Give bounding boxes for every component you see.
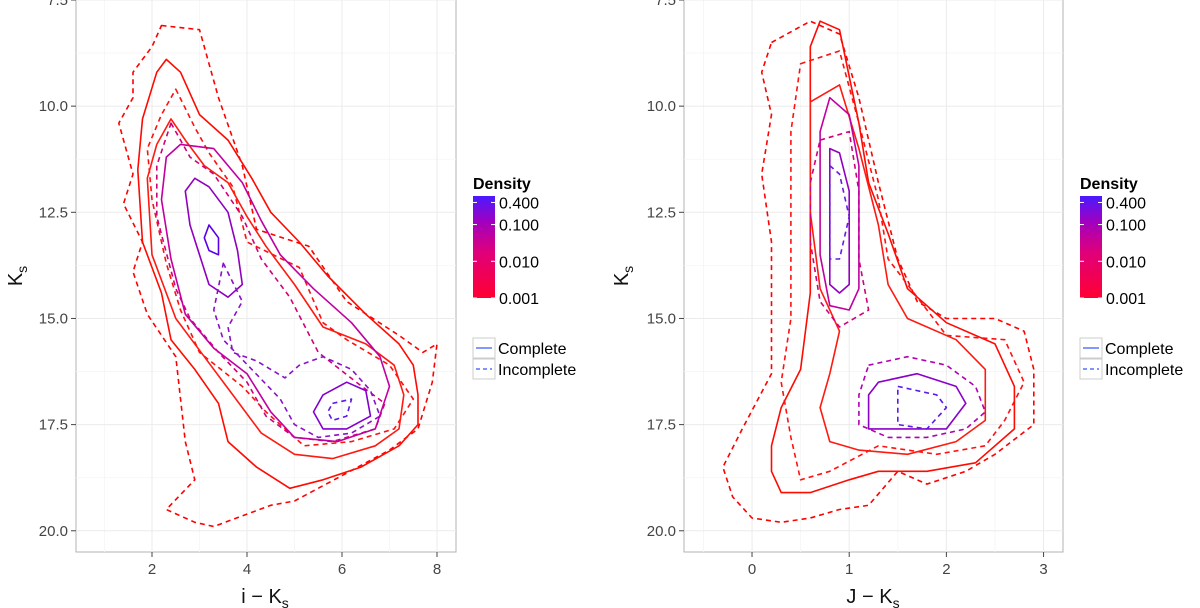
left-legend-label-incomplete: Incomplete xyxy=(498,362,576,379)
left-y-tick-label: 15.0 xyxy=(39,310,68,327)
left-contour-incomplete-2 xyxy=(146,88,415,447)
right-y-axis: 7.5 10.0 12.5 15.0 17.5 20.0 xyxy=(647,0,684,540)
left-contour-incomplete-7 xyxy=(213,262,381,439)
left-contour-complete-9 xyxy=(203,224,220,256)
left-density-legend-title: Density xyxy=(473,176,531,193)
left-y-tick-label: 10.0 xyxy=(39,98,68,115)
left-density-legend: Density 0.400 0.100 0.010 0.001 xyxy=(473,176,539,308)
right-density-label: 0.001 xyxy=(1106,291,1146,308)
left-legend-label-complete: Complete xyxy=(498,341,567,358)
left-y-axis-title: Ks xyxy=(5,266,30,286)
left-x-tick-label: 8 xyxy=(433,561,441,578)
left-contours xyxy=(118,24,438,528)
right-contours xyxy=(722,20,1035,524)
left-linetype-legend: Complete Incomplete xyxy=(472,337,576,380)
left-contour-complete-5 xyxy=(160,143,391,443)
left-contour-complete-6 xyxy=(184,177,244,298)
right-y-tick-label: 17.5 xyxy=(647,417,676,434)
left-grid xyxy=(76,0,456,552)
left-y-tick-label: 7.5 xyxy=(47,0,68,9)
right-y-tick-label: 10.0 xyxy=(647,98,676,115)
left-contour-complete-3 xyxy=(146,118,405,460)
right-contour-complete-5 xyxy=(819,96,860,311)
right-linetype-legend: Complete Incomplete xyxy=(1079,337,1183,380)
left-density-label: 0.400 xyxy=(499,195,539,212)
right-x-tick-label: 0 xyxy=(748,561,756,578)
left-contour-complete-8 xyxy=(312,381,372,430)
right-legend-label-incomplete: Incomplete xyxy=(1105,362,1183,379)
left-contour-incomplete-10 xyxy=(327,398,353,422)
right-y-tick-label: 20.0 xyxy=(647,523,676,540)
right-contour-incomplete-6 xyxy=(858,355,987,439)
right-contour-complete-3 xyxy=(809,84,987,456)
right-density-colorbar xyxy=(1080,196,1102,298)
left-x-tick-label: 2 xyxy=(148,561,156,578)
left-contour-complete-1 xyxy=(137,58,419,490)
right-x-axis-title: J − Ks xyxy=(846,586,899,608)
right-density-label: 0.400 xyxy=(1106,195,1146,212)
right-contour-complete-7 xyxy=(829,147,850,294)
left-y-tick-label: 12.5 xyxy=(39,204,68,221)
left-x-tick-label: 6 xyxy=(338,561,346,578)
right-plot-background xyxy=(683,0,1064,553)
left-y-tick-label: 17.5 xyxy=(39,417,68,434)
right-y-tick-label: 15.0 xyxy=(647,310,676,327)
right-legend-label-complete: Complete xyxy=(1105,341,1174,358)
right-panel: 7.5 10.0 12.5 15.0 17.5 20.0 0 1 2 3 J − Ks Ks D… xyxy=(611,0,1183,608)
left-plot-background xyxy=(75,0,457,553)
right-contour-incomplete-9 xyxy=(829,164,850,260)
left-density-label: 0.100 xyxy=(499,218,539,235)
right-density-legend: Density 0.400 0.100 0.010 0.001 xyxy=(1080,176,1146,308)
right-y-axis-title: Ks xyxy=(611,266,636,286)
right-contour-incomplete-4 xyxy=(809,130,870,328)
left-panel: 7.5 10.0 12.5 15.0 17.5 20.0 2 4 6 8 i − Ks Ks D… xyxy=(5,0,576,608)
right-density-label: 0.100 xyxy=(1106,218,1146,235)
left-x-tick-label: 4 xyxy=(243,561,251,578)
right-density-legend-title: Density xyxy=(1080,176,1138,193)
right-contour-incomplete-2 xyxy=(780,50,1025,481)
left-density-label: 0.010 xyxy=(499,254,539,271)
right-x-tick-label: 1 xyxy=(845,561,853,578)
right-x-tick-label: 3 xyxy=(1039,561,1047,578)
left-density-colorbar xyxy=(473,196,495,298)
right-x-axis: 0 1 2 3 xyxy=(748,552,1048,578)
right-x-tick-label: 2 xyxy=(942,561,950,578)
right-density-label: 0.010 xyxy=(1106,254,1146,271)
left-y-tick-label: 20.0 xyxy=(39,523,68,540)
left-x-axis-title: i − Ks xyxy=(241,586,289,608)
right-y-tick-label: 7.5 xyxy=(655,0,676,9)
right-contour-complete-1 xyxy=(770,20,1016,494)
right-y-tick-label: 12.5 xyxy=(647,204,676,221)
right-contour-incomplete-10 xyxy=(897,385,948,430)
left-y-axis: 7.5 10.0 12.5 15.0 17.5 20.0 xyxy=(39,0,76,540)
left-x-axis: 2 4 6 8 xyxy=(148,552,441,578)
left-density-label: 0.001 xyxy=(499,291,539,308)
